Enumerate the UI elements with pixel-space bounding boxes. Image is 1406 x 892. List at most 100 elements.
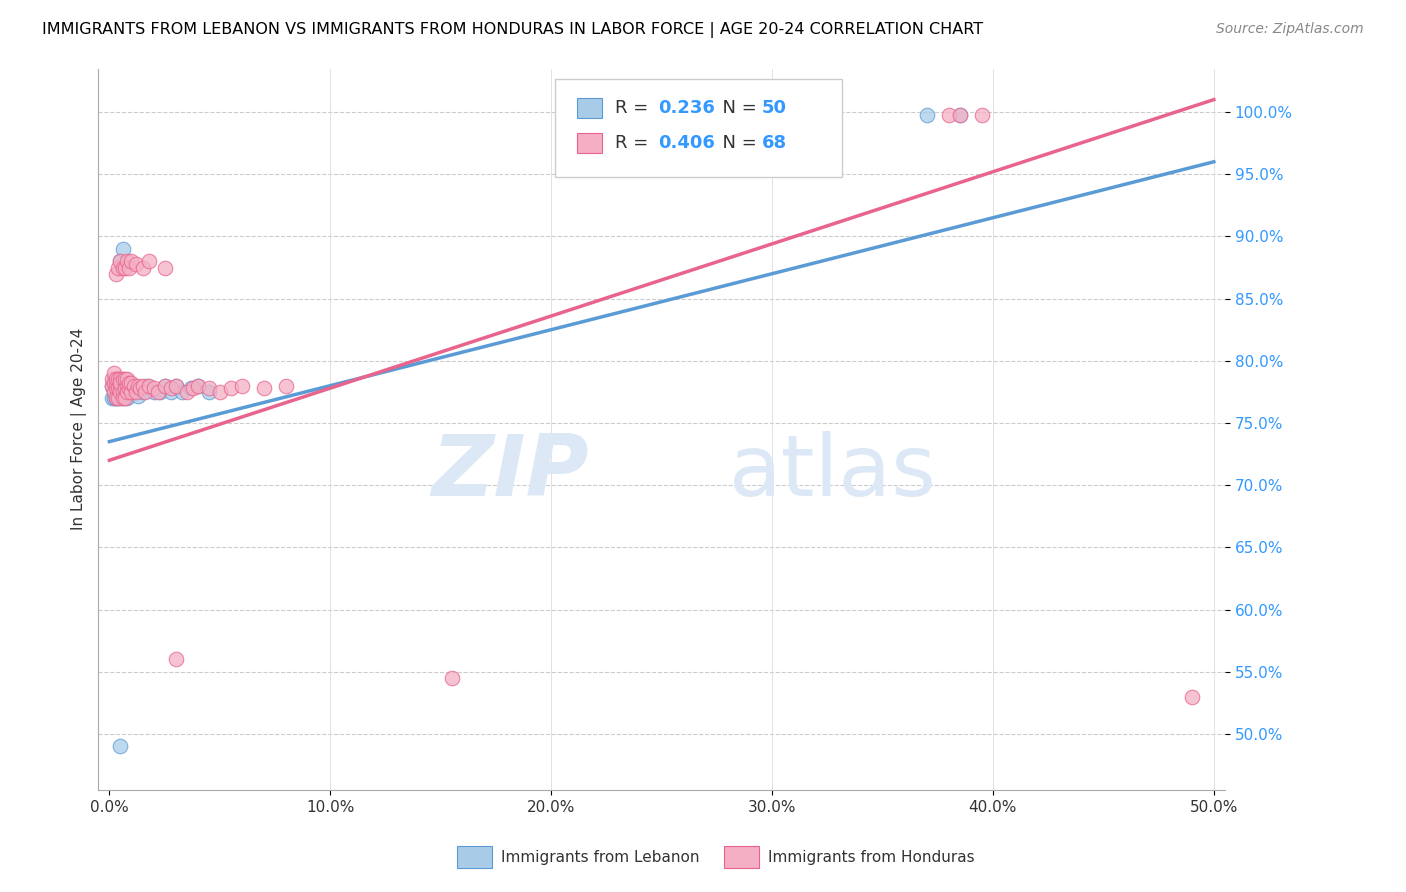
Point xyxy=(131,384,153,399)
Point xyxy=(160,381,183,395)
Point xyxy=(949,107,972,121)
Point xyxy=(103,372,125,386)
Point xyxy=(114,381,136,395)
Point xyxy=(103,391,125,405)
Point xyxy=(138,254,160,268)
Point xyxy=(107,372,129,386)
Point xyxy=(142,381,165,395)
Point xyxy=(105,381,128,395)
Point xyxy=(110,372,132,386)
Point xyxy=(111,260,134,275)
Point xyxy=(115,254,138,268)
Text: Immigrants from Lebanon: Immigrants from Lebanon xyxy=(501,850,699,864)
Point xyxy=(153,378,176,392)
Point xyxy=(110,254,132,268)
Point xyxy=(100,391,122,405)
Point xyxy=(111,242,134,256)
Point xyxy=(915,107,938,121)
Point xyxy=(110,376,132,391)
Point xyxy=(253,381,276,395)
Point xyxy=(219,381,242,395)
Point xyxy=(115,372,138,386)
Point xyxy=(440,671,463,685)
Point xyxy=(110,381,132,395)
Point xyxy=(111,378,134,392)
Point xyxy=(105,378,128,392)
Point xyxy=(115,384,138,399)
Point xyxy=(115,391,138,405)
Point xyxy=(183,381,205,395)
Point xyxy=(114,391,136,405)
Point xyxy=(176,384,198,399)
Point xyxy=(208,384,231,399)
Point xyxy=(100,372,122,386)
Point xyxy=(115,378,138,392)
Text: 50: 50 xyxy=(762,99,787,117)
FancyBboxPatch shape xyxy=(576,133,602,153)
Point xyxy=(103,384,125,399)
Point xyxy=(129,381,152,395)
Text: N =: N = xyxy=(711,99,762,117)
Point xyxy=(138,378,160,392)
Point xyxy=(136,378,159,392)
Y-axis label: In Labor Force | Age 20-24: In Labor Force | Age 20-24 xyxy=(72,328,87,531)
Point xyxy=(100,378,122,392)
Point xyxy=(110,381,132,395)
Point xyxy=(187,378,209,392)
Text: IMMIGRANTS FROM LEBANON VS IMMIGRANTS FROM HONDURAS IN LABOR FORCE | AGE 20-24 C: IMMIGRANTS FROM LEBANON VS IMMIGRANTS FR… xyxy=(42,22,983,38)
Point xyxy=(180,381,202,395)
Point xyxy=(114,384,136,399)
Point xyxy=(121,384,143,399)
Text: ZIP: ZIP xyxy=(430,431,588,514)
Point xyxy=(122,384,145,399)
Point xyxy=(125,257,148,271)
Point xyxy=(1181,690,1204,704)
Point xyxy=(970,107,993,121)
Point xyxy=(125,384,148,399)
Text: 0.236: 0.236 xyxy=(658,99,716,117)
Point xyxy=(110,254,132,268)
Text: 68: 68 xyxy=(762,134,787,152)
Point xyxy=(125,381,148,395)
Point xyxy=(118,384,141,399)
Point xyxy=(127,378,149,392)
Point xyxy=(111,372,134,386)
Point xyxy=(949,107,972,121)
Point xyxy=(121,376,143,391)
Point xyxy=(142,384,165,399)
Point xyxy=(100,378,122,392)
Point xyxy=(105,391,128,405)
Point xyxy=(111,391,134,405)
Point xyxy=(118,376,141,391)
Point xyxy=(103,376,125,391)
Point xyxy=(172,384,194,399)
Point xyxy=(103,366,125,380)
Text: 0.406: 0.406 xyxy=(658,134,716,152)
Point xyxy=(198,381,221,395)
Text: Source: ZipAtlas.com: Source: ZipAtlas.com xyxy=(1216,22,1364,37)
Point xyxy=(121,254,143,268)
Point xyxy=(121,384,143,399)
Point xyxy=(110,739,132,754)
Point xyxy=(146,384,169,399)
Point xyxy=(111,391,134,405)
Point xyxy=(121,378,143,392)
Point xyxy=(107,381,129,395)
Point xyxy=(131,378,153,392)
Point xyxy=(107,384,129,399)
Point xyxy=(115,378,138,392)
Point xyxy=(107,372,129,386)
Text: R =: R = xyxy=(616,99,654,117)
Point xyxy=(114,378,136,392)
Point xyxy=(115,384,138,399)
Point xyxy=(105,376,128,391)
Point xyxy=(105,372,128,386)
Point xyxy=(105,267,128,281)
Point xyxy=(110,388,132,402)
Point xyxy=(165,378,187,392)
Point xyxy=(198,384,221,399)
Point xyxy=(118,381,141,395)
Point xyxy=(231,378,253,392)
Point xyxy=(111,384,134,399)
Point xyxy=(110,391,132,405)
